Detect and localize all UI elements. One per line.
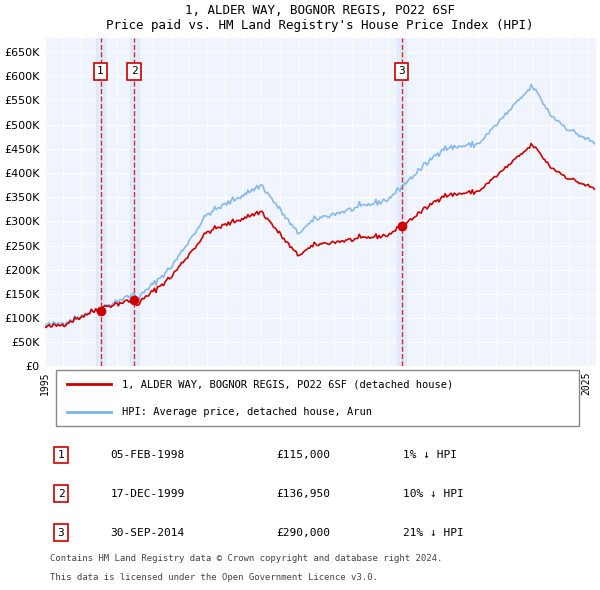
Text: 1% ↓ HPI: 1% ↓ HPI <box>403 450 457 460</box>
Text: 3: 3 <box>58 527 64 537</box>
Bar <box>96 38 105 366</box>
Title: 1, ALDER WAY, BOGNOR REGIS, PO22 6SF
Price paid vs. HM Land Registry's House Pri: 1, ALDER WAY, BOGNOR REGIS, PO22 6SF Pri… <box>106 4 534 32</box>
Bar <box>397 38 406 366</box>
Text: Contains HM Land Registry data © Crown copyright and database right 2024.: Contains HM Land Registry data © Crown c… <box>50 554 442 563</box>
Text: 1: 1 <box>97 66 104 76</box>
Text: 2: 2 <box>58 489 64 499</box>
Text: 3: 3 <box>398 66 405 76</box>
Text: 1, ALDER WAY, BOGNOR REGIS, PO22 6SF (detached house): 1, ALDER WAY, BOGNOR REGIS, PO22 6SF (de… <box>122 379 453 389</box>
Text: 1: 1 <box>58 450 64 460</box>
Bar <box>130 38 139 366</box>
Text: 10% ↓ HPI: 10% ↓ HPI <box>403 489 464 499</box>
Text: 05-FEB-1998: 05-FEB-1998 <box>110 450 185 460</box>
Text: £136,950: £136,950 <box>276 489 330 499</box>
Text: This data is licensed under the Open Government Licence v3.0.: This data is licensed under the Open Gov… <box>50 573 378 582</box>
Text: 30-SEP-2014: 30-SEP-2014 <box>110 527 185 537</box>
Text: 17-DEC-1999: 17-DEC-1999 <box>110 489 185 499</box>
FancyBboxPatch shape <box>56 369 579 426</box>
Text: 2: 2 <box>131 66 137 76</box>
Text: £115,000: £115,000 <box>276 450 330 460</box>
Text: £290,000: £290,000 <box>276 527 330 537</box>
Text: 21% ↓ HPI: 21% ↓ HPI <box>403 527 464 537</box>
Text: HPI: Average price, detached house, Arun: HPI: Average price, detached house, Arun <box>122 407 372 417</box>
